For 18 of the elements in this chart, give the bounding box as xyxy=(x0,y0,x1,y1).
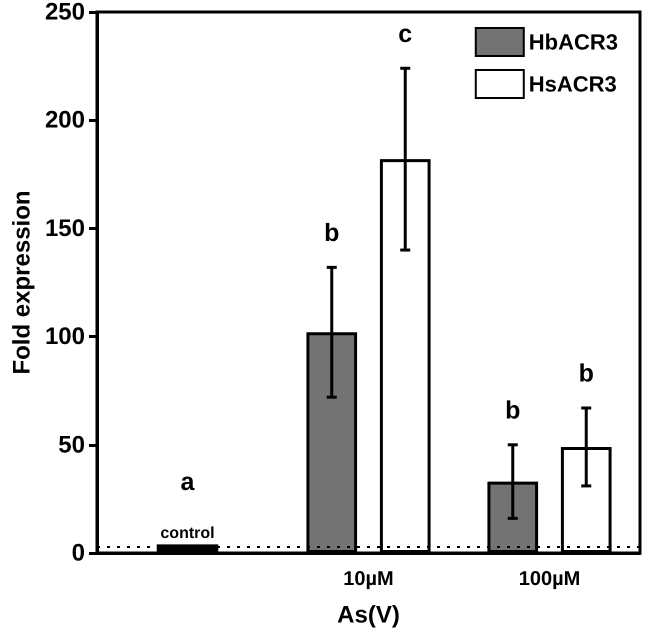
legend-label: HsACR3 xyxy=(528,72,617,96)
y-tick-label: 50 xyxy=(58,431,85,458)
y-tick-label: 200 xyxy=(44,106,85,134)
y-tick-label: 250 xyxy=(44,0,85,26)
legend-label: HbACR3 xyxy=(528,30,618,54)
y-tick-label: 0 xyxy=(72,540,85,566)
y-axis-title: Fold expression xyxy=(8,190,36,375)
annotation: b xyxy=(578,360,594,388)
annotation: b xyxy=(505,396,520,424)
series-label: control xyxy=(160,524,215,542)
y-tick-label: 150 xyxy=(44,214,85,242)
y-tick-label: 100 xyxy=(44,323,85,350)
x-tick-label: 10µM xyxy=(343,568,394,590)
annotation: b xyxy=(324,218,340,247)
annotation: c xyxy=(398,20,412,48)
annotation: a xyxy=(180,468,196,496)
x-axis-title: As(V) xyxy=(337,602,400,628)
x-tick-label: 100µM xyxy=(518,568,580,590)
